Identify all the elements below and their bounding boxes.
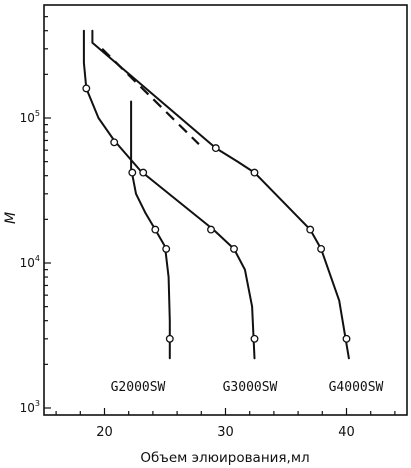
- data-point: [151, 225, 160, 234]
- y-axis-label: M: [3, 212, 19, 224]
- x-axis-label: Объем элюирования,мл: [140, 450, 309, 466]
- data-point: [110, 138, 119, 147]
- data-point: [230, 244, 238, 253]
- x-axis: 20 30 40: [55, 408, 396, 440]
- y-tick-exponent: 4: [35, 254, 40, 263]
- data-point: [342, 334, 351, 343]
- y-tick-label: 104: [20, 254, 40, 270]
- series-layer: [82, 29, 351, 360]
- data-point: [82, 84, 91, 93]
- x-tick-label: 30: [217, 425, 234, 440]
- series-line-g2000sw: [130, 100, 171, 360]
- y-tick-label: 105: [20, 109, 40, 125]
- y-tick-base: 10: [20, 256, 35, 270]
- data-point: [139, 168, 148, 177]
- plot-frame: [43, 4, 408, 416]
- y-tick-label: 103: [20, 399, 40, 415]
- x-tick-label: 40: [338, 425, 355, 440]
- y-tick-exponent: 5: [35, 109, 40, 118]
- y-tick-base: 10: [20, 111, 35, 125]
- series-label-g2000sw: G2000SW: [111, 380, 166, 395]
- data-point: [250, 334, 259, 343]
- x-tick-label: 20: [96, 425, 113, 440]
- plot-area: [43, 4, 408, 416]
- series-label-g4000sw: G4000SW: [329, 380, 384, 395]
- y-tick-base: 10: [20, 401, 35, 415]
- y-tick-exponent: 3: [35, 399, 40, 408]
- data-point: [162, 244, 171, 253]
- data-point: [128, 168, 137, 177]
- series-dashed-g4000sw: [101, 48, 200, 145]
- data-point: [207, 225, 215, 234]
- data-point: [250, 168, 259, 177]
- series-line-g4000sw: [91, 29, 350, 360]
- series-label-g3000sw: G3000SW: [223, 380, 278, 395]
- data-point: [317, 244, 326, 253]
- data-point: [306, 225, 315, 234]
- data-point: [165, 334, 174, 343]
- series-labels: G2000SW G3000SW G4000SW: [111, 380, 384, 395]
- data-point: [211, 144, 220, 153]
